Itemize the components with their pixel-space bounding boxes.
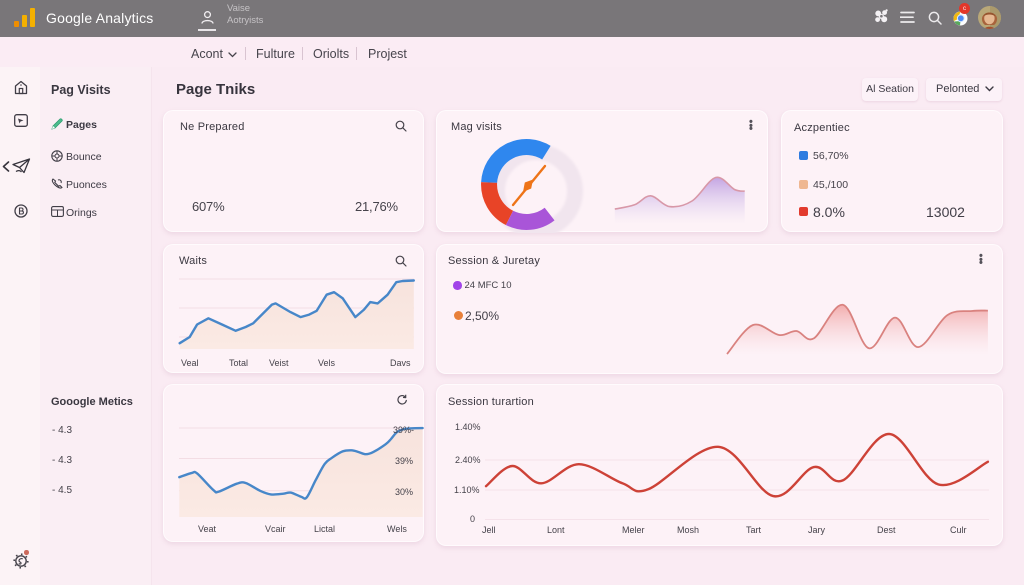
svg-text:Veist: Veist [269, 358, 289, 368]
svg-text:30%: 30% [395, 487, 413, 497]
svg-text:39%-: 39%- [393, 425, 414, 435]
svg-text:Vels: Vels [318, 358, 336, 368]
svg-text:Mosh: Mosh [677, 525, 699, 535]
svg-text:Wels: Wels [387, 524, 407, 534]
svg-text:1.40%: 1.40% [455, 422, 481, 432]
svg-text:Culr: Culr [950, 525, 967, 535]
svg-text:Lont: Lont [547, 525, 565, 535]
svg-text:Vcair: Vcair [265, 524, 286, 534]
svg-text:Tart: Tart [746, 525, 762, 535]
svg-text:0: 0 [470, 514, 475, 524]
svg-text:Jary: Jary [808, 525, 826, 535]
svg-text:Total: Total [229, 358, 248, 368]
svg-text:Jell: Jell [482, 525, 496, 535]
svg-text:1.10%: 1.10% [454, 485, 480, 495]
svg-text:Lictal: Lictal [314, 524, 335, 534]
svg-text:39%: 39% [395, 456, 413, 466]
svg-text:Dest: Dest [877, 525, 896, 535]
svg-text:Veal: Veal [181, 358, 199, 368]
svg-text:Meler: Meler [622, 525, 645, 535]
svg-text:Veat: Veat [198, 524, 217, 534]
svg-text:Davs: Davs [390, 358, 411, 368]
svg-text:2.40%: 2.40% [455, 455, 481, 465]
